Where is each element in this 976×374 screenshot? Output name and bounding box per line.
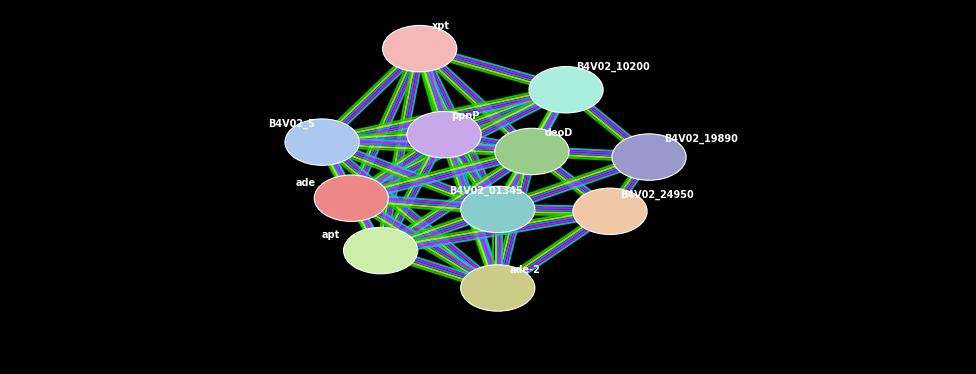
Text: B4V02_01345: B4V02_01345 xyxy=(449,186,523,196)
Text: B4V02_19890: B4V02_19890 xyxy=(664,133,738,144)
Ellipse shape xyxy=(461,265,535,311)
Ellipse shape xyxy=(314,175,388,221)
Ellipse shape xyxy=(612,134,686,180)
Ellipse shape xyxy=(573,188,647,234)
Ellipse shape xyxy=(285,119,359,165)
Ellipse shape xyxy=(344,227,418,274)
Ellipse shape xyxy=(407,111,481,158)
Ellipse shape xyxy=(461,186,535,233)
Text: ade: ade xyxy=(296,178,316,188)
Text: B4V02_10200: B4V02_10200 xyxy=(576,62,650,73)
Text: B4V02_5: B4V02_5 xyxy=(268,118,315,129)
Ellipse shape xyxy=(495,128,569,175)
Text: ade-2: ade-2 xyxy=(509,265,541,275)
Text: B4V02_24950: B4V02_24950 xyxy=(620,189,694,200)
Ellipse shape xyxy=(383,25,457,72)
Text: ppnP: ppnP xyxy=(451,111,479,121)
Text: apt: apt xyxy=(322,230,341,240)
Text: xpt: xpt xyxy=(431,21,449,31)
Text: deoD: deoD xyxy=(545,128,573,138)
Ellipse shape xyxy=(529,67,603,113)
